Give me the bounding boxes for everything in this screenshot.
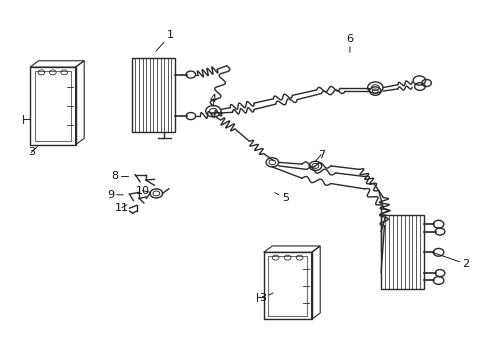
Text: 4: 4 (209, 94, 217, 105)
Bar (263, 252, 311, 319)
Text: 6: 6 (346, 34, 353, 52)
Text: 1: 1 (156, 30, 173, 51)
Text: 2: 2 (431, 252, 468, 269)
Text: 8: 8 (111, 171, 128, 181)
Bar (380, 215, 423, 289)
Bar (132, 58, 175, 132)
Text: 5: 5 (274, 193, 288, 203)
Bar (35, 71, 71, 141)
Text: 3: 3 (28, 147, 38, 157)
Text: 10: 10 (135, 186, 150, 195)
Bar (268, 256, 306, 316)
Text: 7: 7 (315, 150, 324, 161)
Text: 11: 11 (115, 203, 128, 212)
Text: 3: 3 (259, 293, 273, 303)
Bar (30, 67, 76, 145)
Text: 9: 9 (106, 190, 123, 200)
